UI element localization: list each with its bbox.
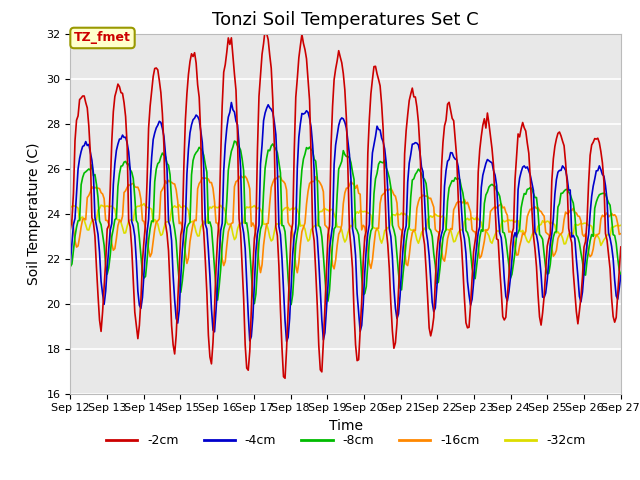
-16cm xyxy=(67,216,74,222)
-8cm xyxy=(589,233,597,239)
-2cm xyxy=(249,265,257,271)
Title: Tonzi Soil Temperatures Set C: Tonzi Soil Temperatures Set C xyxy=(212,11,479,29)
-8cm xyxy=(287,302,295,308)
-8cm xyxy=(67,264,74,269)
Line: -16cm: -16cm xyxy=(70,176,621,273)
-8cm xyxy=(230,138,238,144)
-32cm xyxy=(140,201,148,206)
-4cm xyxy=(260,118,268,123)
-16cm xyxy=(310,179,318,184)
-4cm xyxy=(67,259,74,265)
-2cm xyxy=(258,51,266,57)
-2cm xyxy=(134,336,141,341)
-2cm xyxy=(230,71,238,77)
-16cm xyxy=(237,173,244,179)
Text: TZ_fmet: TZ_fmet xyxy=(74,32,131,45)
-16cm xyxy=(134,184,141,190)
-8cm xyxy=(260,190,268,195)
-4cm xyxy=(232,118,240,124)
-32cm xyxy=(250,203,258,208)
-2cm xyxy=(589,139,597,145)
Y-axis label: Soil Temperature (C): Soil Temperature (C) xyxy=(27,143,41,285)
-32cm xyxy=(134,204,141,209)
-16cm xyxy=(260,242,268,248)
-16cm xyxy=(294,270,301,276)
Legend: -2cm, -4cm, -8cm, -16cm, -32cm: -2cm, -4cm, -8cm, -16cm, -32cm xyxy=(100,429,591,452)
-32cm xyxy=(260,221,268,227)
-8cm xyxy=(232,139,240,145)
-16cm xyxy=(250,224,258,229)
-4cm xyxy=(283,338,291,344)
-8cm xyxy=(310,156,318,162)
-8cm xyxy=(134,220,141,226)
-32cm xyxy=(232,235,240,240)
-32cm xyxy=(67,203,74,209)
Line: -8cm: -8cm xyxy=(70,141,621,305)
Line: -2cm: -2cm xyxy=(70,30,621,378)
-32cm xyxy=(308,225,316,231)
-16cm xyxy=(589,246,597,252)
-2cm xyxy=(310,238,318,244)
Line: -4cm: -4cm xyxy=(70,103,621,341)
-32cm xyxy=(617,222,625,228)
Line: -32cm: -32cm xyxy=(70,204,621,245)
-8cm xyxy=(617,272,625,278)
-4cm xyxy=(250,281,258,287)
-4cm xyxy=(310,168,318,174)
-4cm xyxy=(134,288,141,294)
-16cm xyxy=(230,184,238,190)
-2cm xyxy=(67,226,74,232)
-32cm xyxy=(597,242,605,248)
-4cm xyxy=(617,273,625,278)
-2cm xyxy=(281,375,289,381)
-2cm xyxy=(261,27,269,33)
-4cm xyxy=(589,183,597,189)
-32cm xyxy=(588,224,595,229)
-16cm xyxy=(617,231,625,237)
-8cm xyxy=(250,301,258,307)
X-axis label: Time: Time xyxy=(328,419,363,433)
-4cm xyxy=(228,100,236,106)
-2cm xyxy=(617,244,625,250)
